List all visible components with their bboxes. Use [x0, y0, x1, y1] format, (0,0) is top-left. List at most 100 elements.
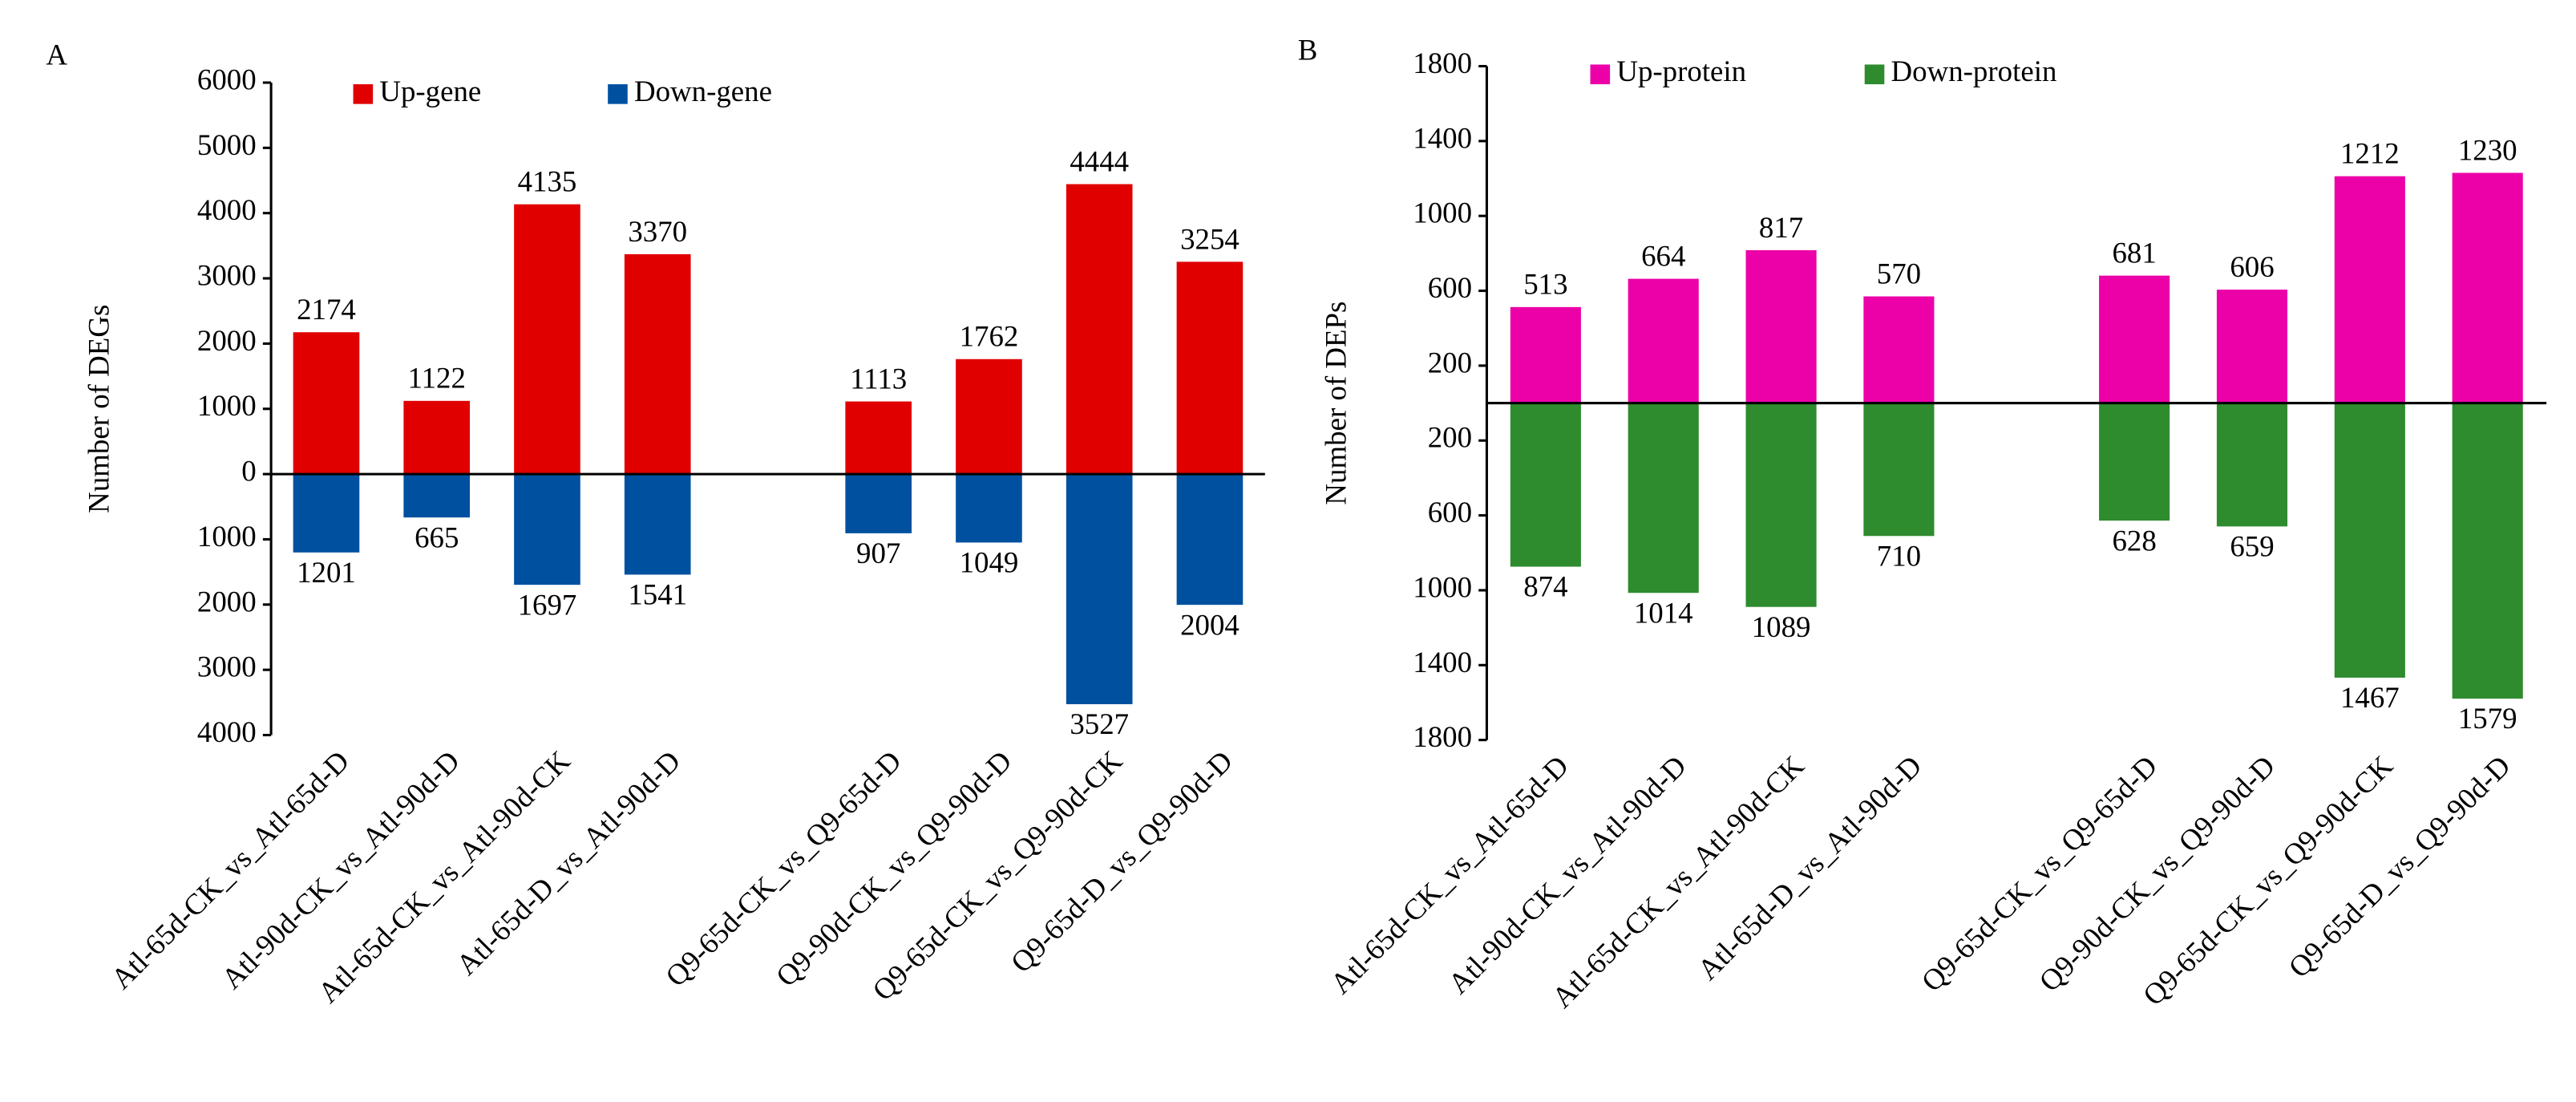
data-label: 3254	[1180, 222, 1239, 255]
data-label: 3370	[628, 215, 687, 248]
bar	[624, 474, 691, 575]
data-label: 1014	[1634, 596, 1693, 629]
bar	[1176, 261, 1244, 475]
bar	[1176, 474, 1244, 606]
x-tick-label: Q9-90d-CK_vs_Q9-90d-D	[2032, 749, 2281, 998]
panel-label: B	[1298, 34, 1318, 67]
bar	[403, 400, 471, 475]
legend-label: Up-gene	[379, 75, 481, 107]
data-label: 1201	[297, 556, 356, 589]
x-tick-label: Q9-65d-CK_vs_Q9-65d-D	[1915, 749, 2163, 998]
y-tick-label: 1000	[197, 389, 257, 422]
y-tick-label: 4000	[197, 193, 257, 226]
legend-swatch	[608, 84, 628, 104]
data-label: 570	[1877, 257, 1921, 290]
data-label: 3527	[1070, 707, 1129, 740]
data-label: 606	[2230, 250, 2274, 283]
bar	[1628, 278, 1699, 403]
data-label: 1541	[628, 578, 687, 611]
y-tick-label: 3000	[197, 650, 257, 683]
legend-swatch	[353, 84, 374, 104]
data-label: 874	[1523, 570, 1567, 603]
data-label: 681	[2112, 237, 2156, 269]
bar	[624, 253, 691, 475]
data-label: 1697	[518, 588, 577, 621]
bar	[514, 474, 580, 585]
bar	[1745, 403, 1817, 607]
x-tick-label: Atl-65d-CK_vs_Atl-90d-CK	[1546, 749, 1811, 1015]
bar	[2452, 172, 2523, 403]
bar	[2099, 403, 2170, 521]
y-tick-label: 600	[1428, 271, 1472, 304]
bar	[2452, 403, 2523, 699]
data-label: 817	[1759, 211, 1803, 244]
y-tick-label: 1000	[197, 520, 257, 553]
bar	[403, 474, 471, 518]
y-tick-label: 200	[1428, 421, 1472, 454]
y-tick-label: 1800	[1413, 720, 1472, 753]
y-tick-label: 200	[1428, 346, 1472, 379]
y-tick-label: 6000	[197, 63, 257, 95]
y-tick-label: 1000	[1413, 570, 1472, 603]
panel-label: A	[46, 38, 67, 71]
data-label: 1230	[2458, 133, 2517, 166]
bar	[1863, 296, 1935, 403]
bar	[1863, 403, 1935, 537]
bar	[1745, 249, 1817, 403]
data-label: 1122	[408, 362, 466, 395]
legend-swatch	[1590, 64, 1611, 85]
x-tick-label: Atl-65d-D_vs_Atl-90d-D	[1691, 749, 1928, 987]
data-label: 4135	[518, 165, 577, 198]
data-label: 2004	[1180, 608, 1239, 641]
data-label: 2174	[297, 293, 356, 326]
data-label: 628	[2112, 524, 2156, 557]
data-label: 1089	[1752, 610, 1811, 643]
data-label: 1049	[960, 546, 1019, 579]
bar	[956, 474, 1022, 543]
x-tick-label: Atl-65d-CK_vs_Atl-65d-D	[1324, 749, 1575, 1000]
bar	[514, 204, 580, 475]
data-label: 665	[415, 521, 459, 553]
bar	[2334, 176, 2405, 403]
legend-label: Down-protein	[1891, 55, 2057, 87]
bar	[2216, 403, 2288, 527]
y-tick-label: 4000	[197, 715, 257, 748]
bar	[1066, 474, 1133, 705]
y-tick-label: 3000	[197, 259, 257, 292]
x-tick-label: Q9-65d-D_vs_Q9-90d-D	[1005, 744, 1239, 979]
legend-label: Up-protein	[1616, 55, 1746, 87]
x-tick-label: Atl-90d-CK_vs_Atl-90d-D	[1442, 749, 1692, 1000]
data-label: 1212	[2340, 137, 2400, 170]
bar	[293, 332, 360, 475]
data-label: 1113	[850, 362, 907, 395]
bar	[845, 474, 912, 533]
y-tick-label: 2000	[197, 324, 257, 357]
bar	[2216, 290, 2288, 403]
data-label: 4444	[1070, 144, 1129, 177]
data-label: 710	[1877, 539, 1921, 572]
bar	[956, 359, 1022, 475]
bar	[2099, 275, 2170, 403]
legend-label: Down-gene	[634, 75, 772, 107]
bar	[2334, 403, 2405, 678]
bar	[1628, 403, 1699, 594]
bar	[1066, 184, 1133, 475]
data-label: 1762	[960, 320, 1019, 353]
y-tick-label: 1400	[1413, 646, 1472, 679]
y-tick-label: 1000	[1413, 196, 1472, 229]
bar	[845, 401, 912, 475]
y-tick-label: 1400	[1413, 121, 1472, 154]
bar	[1510, 306, 1581, 403]
x-tick-label: Atl-65d-D_vs_Atl-90d-D	[450, 744, 687, 982]
y-tick-label: 2000	[197, 585, 257, 618]
data-label: 907	[856, 537, 900, 569]
bar	[1510, 403, 1581, 567]
y-tick-label: 5000	[197, 128, 257, 161]
data-label: 1467	[2340, 681, 2400, 714]
data-label: 1579	[2458, 702, 2517, 735]
data-label: 659	[2230, 530, 2274, 563]
y-axis-title: Number of DEPs	[1319, 302, 1352, 505]
y-tick-label: 0	[241, 455, 256, 488]
legend-swatch	[1864, 64, 1885, 85]
